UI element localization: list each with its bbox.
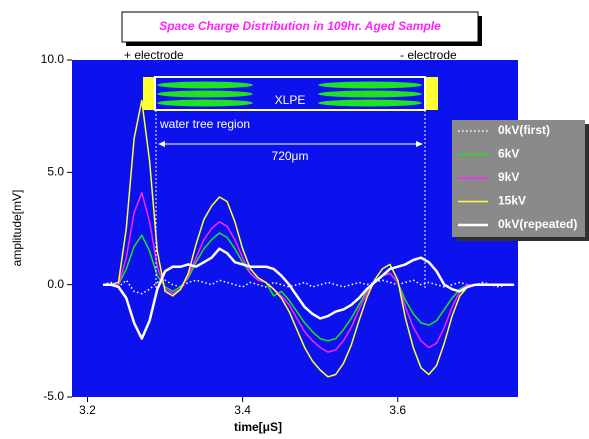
- series-line: [103, 99, 515, 378]
- legend-label: 15kV: [498, 194, 526, 208]
- annotation: water tree region: [159, 117, 250, 131]
- tree: [318, 81, 422, 89]
- annotation: + electrode: [124, 48, 184, 62]
- electrode: [143, 77, 155, 110]
- tree: [157, 81, 253, 89]
- x-axis-label: time[μS]: [234, 420, 282, 434]
- x-tick-label: 3.4: [234, 403, 251, 417]
- annotation: 720μm: [272, 149, 309, 163]
- series-line: [103, 191, 515, 353]
- legend-label: 9kV: [498, 170, 519, 184]
- y-tick-label: 10.0: [41, 52, 65, 66]
- x-tick-label: 3.2: [79, 403, 96, 417]
- y-tick-label: -5.0: [43, 389, 64, 403]
- y-axis-label: amplitude[mV]: [10, 190, 24, 267]
- plot-area: [72, 60, 518, 397]
- y-tick-label: 5.0: [47, 165, 64, 179]
- series-line: [103, 232, 515, 342]
- tree: [157, 99, 253, 107]
- legend-label: 0kV(repeated): [498, 217, 577, 231]
- electrode: [425, 77, 438, 110]
- y-tick-label: 0.0: [47, 277, 64, 291]
- chart-title: Space Charge Distribution in 109hr. Aged…: [159, 19, 441, 33]
- annotation: - electrode: [400, 48, 457, 62]
- series-line: [103, 247, 515, 340]
- title-box: [121, 11, 479, 43]
- tree: [157, 90, 253, 98]
- legend-label: 6kV: [498, 147, 519, 161]
- legend-label: 0kV(first): [498, 123, 550, 137]
- annotation: XLPE: [275, 93, 306, 107]
- sample-diagram: [143, 76, 438, 290]
- tree: [318, 90, 422, 98]
- x-tick-label: 3.6: [389, 403, 406, 417]
- tree: [318, 99, 422, 107]
